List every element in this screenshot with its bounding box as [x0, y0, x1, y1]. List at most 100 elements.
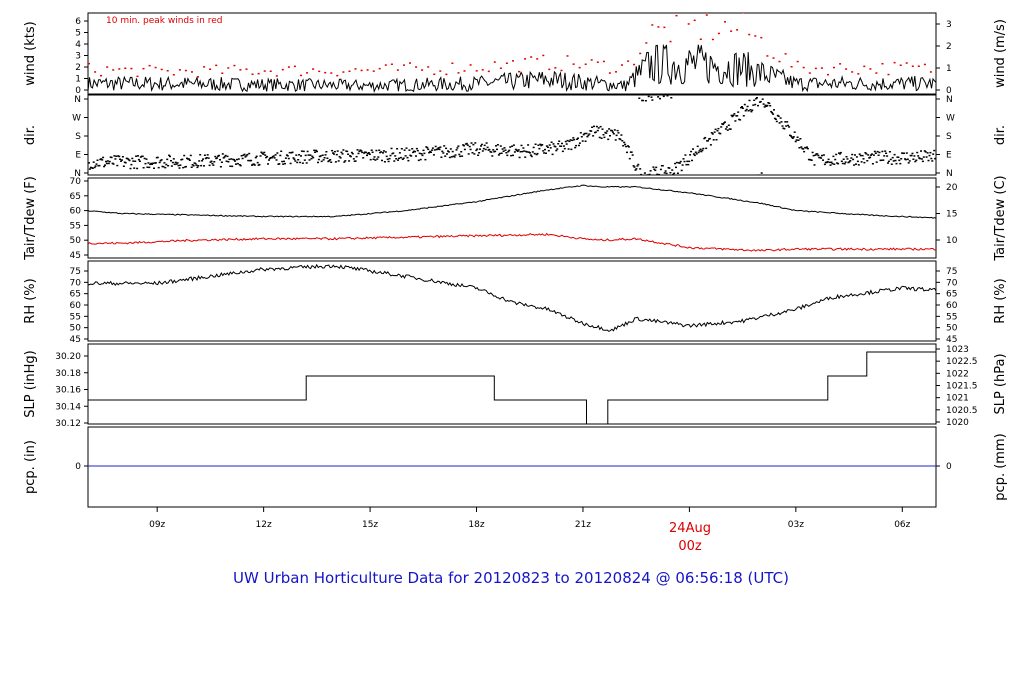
peak-wind-point — [148, 64, 151, 67]
direction-point — [790, 136, 793, 138]
direction-point — [787, 124, 790, 127]
direction-point — [806, 147, 809, 150]
direction-point — [886, 155, 889, 157]
direction-point — [647, 95, 650, 98]
direction-point — [711, 133, 714, 135]
direction-point — [233, 159, 236, 161]
direction-point — [458, 153, 461, 156]
direction-point — [850, 157, 853, 159]
peak-wind-point — [905, 62, 908, 64]
direction-point — [700, 150, 703, 153]
panel-frame — [87, 426, 937, 508]
direction-point — [460, 151, 463, 153]
direction-point — [871, 163, 874, 165]
direction-point — [556, 148, 559, 150]
peak-wind-point — [687, 23, 690, 25]
peak-wind-point — [499, 67, 502, 69]
direction-point — [707, 140, 709, 142]
direction-point — [418, 152, 421, 155]
direction-point — [762, 103, 765, 105]
peak-wind-point — [827, 73, 829, 76]
direction-point — [198, 160, 201, 162]
direction-point — [775, 120, 778, 123]
direction-point — [907, 162, 910, 164]
direction-point — [916, 151, 919, 154]
direction-point — [771, 112, 774, 114]
direction-point — [95, 163, 98, 165]
direction-point — [557, 143, 560, 145]
direction-point — [309, 154, 312, 156]
y-tick-label-right: 1020.5 — [946, 406, 978, 416]
direction-point — [681, 164, 684, 166]
direction-point — [678, 162, 681, 164]
direction-point — [859, 154, 862, 157]
direction-point — [551, 153, 554, 156]
direction-point — [631, 154, 634, 156]
x-tick-label: 21z — [575, 520, 591, 530]
direction-point — [421, 154, 424, 157]
direction-point — [592, 135, 595, 137]
direction-point — [708, 137, 711, 140]
peak-wind-point — [754, 35, 757, 37]
peak-wind-point — [318, 70, 321, 73]
direction-point — [747, 110, 750, 112]
direction-point — [416, 149, 419, 152]
direction-point — [388, 157, 391, 160]
direction-point — [855, 163, 857, 165]
direction-point — [630, 151, 633, 153]
direction-point — [511, 145, 514, 147]
direction-point — [574, 146, 577, 149]
direction-point — [874, 152, 877, 154]
direction-point — [297, 159, 300, 161]
peak-wind-point — [166, 70, 169, 72]
direction-point — [751, 109, 754, 111]
direction-point — [510, 154, 513, 157]
direction-point — [377, 156, 380, 158]
direction-point — [779, 117, 782, 119]
peak-wind-point — [330, 72, 333, 74]
direction-point — [674, 162, 677, 165]
direction-point — [188, 159, 191, 161]
direction-point — [690, 150, 693, 153]
direction-point — [634, 169, 637, 171]
direction-point — [759, 100, 762, 103]
direction-point — [617, 132, 620, 134]
direction-point — [481, 150, 484, 152]
direction-point — [900, 158, 903, 160]
direction-point — [643, 174, 645, 175]
direction-point — [911, 152, 914, 155]
peak-wind-point — [463, 70, 466, 72]
series-tdew-line — [88, 232, 936, 252]
direction-point — [855, 156, 858, 158]
direction-point — [197, 165, 200, 167]
direction-point — [910, 154, 913, 157]
direction-point — [858, 153, 861, 155]
direction-point — [502, 150, 505, 152]
direction-point — [925, 156, 928, 158]
direction-point — [129, 167, 132, 170]
direction-point — [897, 156, 900, 158]
peak-wind-point — [578, 66, 581, 69]
direction-point — [530, 155, 533, 158]
direction-point — [160, 159, 163, 161]
direction-point — [693, 154, 696, 157]
direction-point — [456, 147, 459, 149]
direction-point — [446, 153, 448, 155]
direction-point — [248, 152, 251, 155]
direction-point — [385, 155, 388, 158]
peak-wind-point — [275, 75, 278, 77]
direction-point — [669, 172, 672, 174]
direction-point — [746, 105, 749, 108]
direction-point — [440, 156, 443, 158]
direction-point — [605, 132, 608, 134]
direction-point — [278, 163, 281, 165]
y-axis-label-right: pcp. (mm) — [993, 433, 1008, 500]
peak-wind-point — [197, 76, 199, 78]
direction-point — [324, 154, 327, 156]
direction-point — [439, 146, 442, 148]
direction-point — [288, 151, 291, 154]
direction-point — [593, 125, 595, 128]
direction-point — [506, 154, 509, 157]
direction-point — [311, 155, 314, 158]
direction-point — [236, 162, 239, 165]
